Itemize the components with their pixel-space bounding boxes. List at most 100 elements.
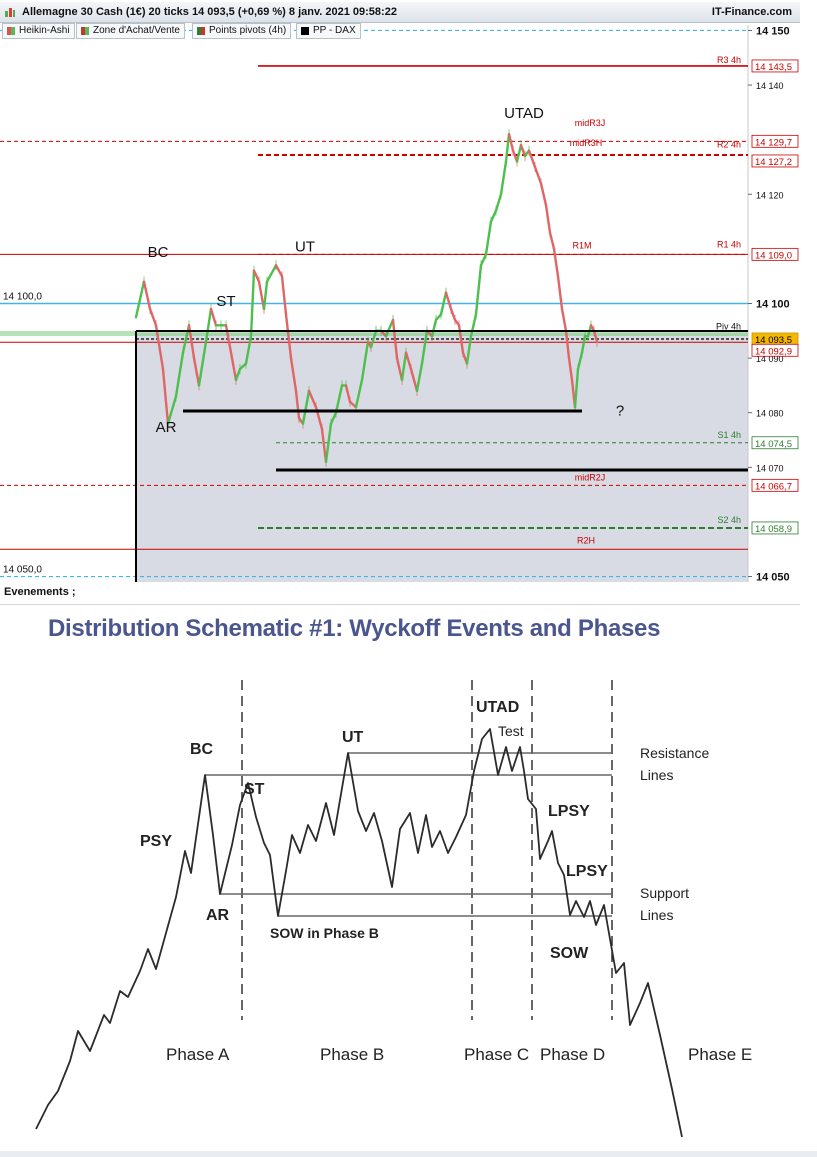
price-tag [751,59,799,73]
label-support-lines: Lines [640,907,674,923]
label-test: Test [498,723,524,739]
price-segment [409,367,419,393]
legend-item-heikin[interactable]: Heikin-Ashi [2,23,75,39]
schematic-title: Distribution Schematic #1: Wyckoff Event… [48,615,661,642]
price-tag [751,134,799,148]
label-utad: UTAD [476,699,520,716]
y-tick-label: 14 050 [756,572,790,582]
legend-label: PP - DAX [313,25,356,36]
annotation-bc: BC [148,244,169,261]
price-segment [166,395,178,425]
price-segment [527,149,537,169]
price-segment [238,362,248,371]
price-tag-label: 14 066,7 [755,481,792,492]
label-bc: BC [190,741,214,758]
price-segment [469,313,478,338]
label-support: Support [640,885,690,901]
annotation-ut: UT [295,239,315,256]
price-segment [576,351,584,371]
legend-item-zone[interactable]: Zone d'Achat/Vente [76,23,185,39]
legend-label: Zone d'Achat/Vente [93,25,180,36]
legend-item-pp[interactable]: PP - DAX [296,23,361,39]
phase-c-label: Phase C [464,1045,530,1064]
pp-swatch-icon [301,27,309,35]
price-segment [354,378,364,409]
source-label: IT-Finance.com [711,6,792,18]
price-tag [751,343,799,357]
price-segment [519,143,527,158]
price-segment [449,307,457,322]
label-lpsy-2: LPSY [566,863,608,880]
wyckoff-schematic: Distribution Schematic #1: Wyckoff Event… [0,604,800,1153]
y-tick-label: 14 150 [756,25,790,37]
price-segment [230,356,238,382]
price-tag-label: 14 074,5 [755,439,792,450]
pivots-swatch-icon [197,27,205,35]
price-segment [484,220,493,256]
y-tick-label: 14 100 [756,299,790,311]
price-tag-label: 14 109,0 [755,250,792,261]
price-segment [560,307,568,333]
price-tag-label: 14 092,9 [755,346,792,357]
chart-panel: R3 4h midR3J midR3H R2 4h R1M R1 4h Piv 4h S1 4… [0,0,800,582]
y-tick-label: 14 140 [756,81,784,91]
schematic-price-path [35,728,683,1138]
price-segment [265,264,278,283]
price-tag [751,478,799,492]
level-label: Piv 4h [716,321,741,331]
price-segment [280,274,288,316]
price-tag-label: 14 058,9 [755,524,792,535]
price-segment [274,264,284,278]
price-segment [544,204,552,234]
range-zone [136,333,748,582]
price-segment [161,367,170,425]
price-segment [573,367,580,409]
price-segment [249,269,256,338]
price-segment [404,351,413,371]
price-segment [307,389,318,409]
phase-b-label: Phase B [320,1045,385,1064]
chart-title-bar: Allemagne 30 Cash (1€) 20 ticks 14 093,5… [0,2,800,23]
y-tick-label: 14 080 [756,409,784,419]
price-segment [174,351,185,398]
y-tick-label: 14 090 [756,354,784,364]
price-segment [301,389,311,425]
price-segment [430,318,438,338]
price-segment [252,269,261,283]
price-chart[interactable]: R3 4h midR3J midR3H R2 4h R1M R1 4h Piv 4h S1 4… [0,0,800,582]
label-resistance: Resistance [640,745,710,761]
annotation-utad: UTAD [504,105,544,122]
label-ar: AR [206,907,230,924]
price-segment [444,291,453,311]
price-segment [489,209,498,223]
price-segment [142,280,152,311]
legend-label: Heikin-Ashi [19,25,70,36]
schematic-drawing [35,680,683,1138]
price-segment [552,247,560,278]
phase-d-label: Phase D [540,1045,606,1064]
bottom-strip [0,1151,817,1157]
price-segment [457,324,465,354]
price-segment [533,165,543,185]
price-segment [395,356,404,382]
label-sow: SOW [550,945,589,962]
price-tag [751,436,799,450]
price-segment [434,313,443,322]
level-label: midR3J [575,118,606,128]
left-price-label: 14 050,0 [3,565,42,576]
price-segment [499,160,508,196]
price-tag-label: 14 093,5 [755,335,792,346]
price-segment [479,253,488,267]
price-segment [344,384,352,403]
price-segment [197,340,208,387]
level-label: R2 4h [717,140,741,150]
price-segment [324,422,333,464]
price-segment [284,313,293,360]
phase-a-label: Phase A [166,1045,230,1064]
price-segment [548,231,556,251]
price-segment [539,182,548,207]
price-segment [289,356,298,393]
chart-logo-icon [5,8,15,17]
price-segment [209,307,218,327]
legend-item-pivots[interactable]: Points pivots (4h) [192,23,292,39]
